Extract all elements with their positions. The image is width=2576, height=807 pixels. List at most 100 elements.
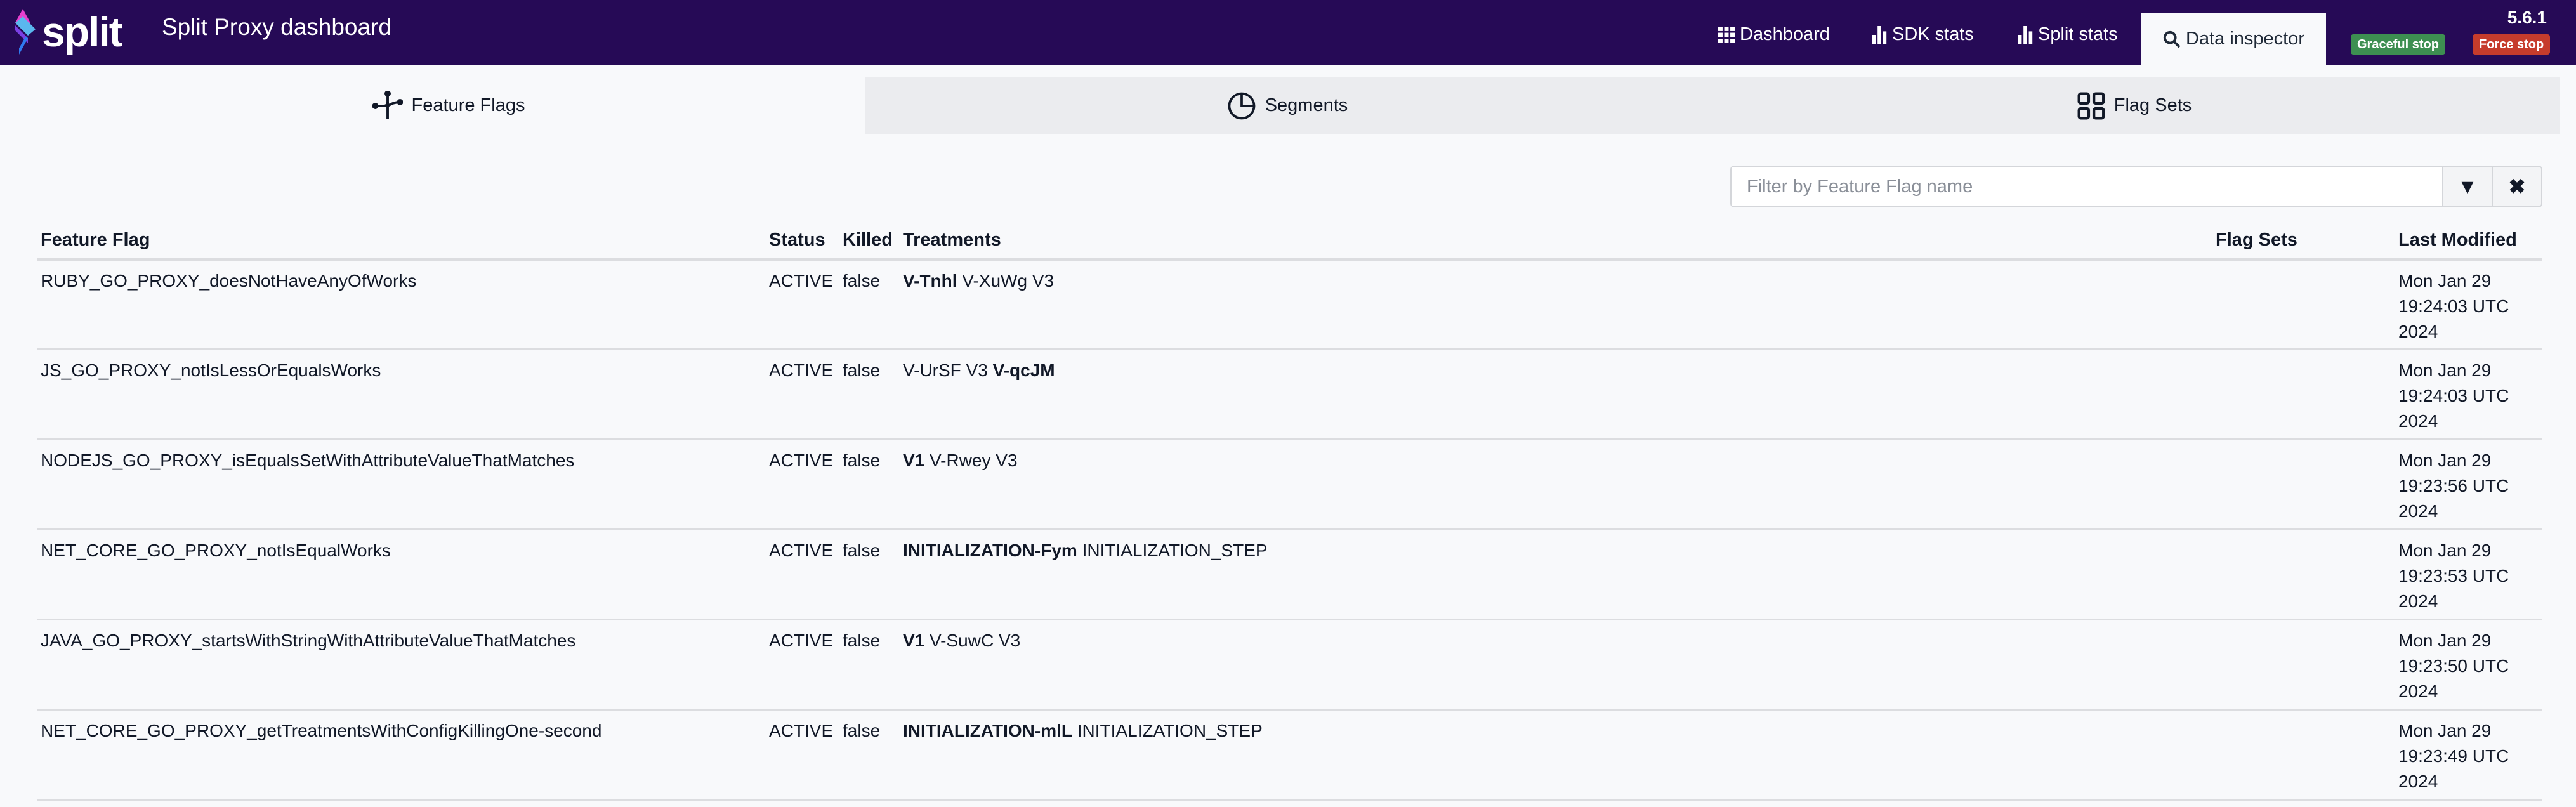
last-modified-line: 19:23:53 UTC bbox=[2398, 565, 2509, 586]
col-killed[interactable]: Killed bbox=[839, 223, 899, 261]
table-row[interactable]: NODEJS_GO_PROXY_isEqualsSetWithAttribute… bbox=[37, 439, 2542, 530]
feature-flag-icon bbox=[372, 90, 403, 119]
nav-data-inspector-label: Data inspector bbox=[2186, 29, 2304, 49]
table-header: Feature Flag Status Killed Treatments Fl… bbox=[37, 223, 2542, 261]
filter-bar: ▼ ✖ bbox=[1730, 166, 2542, 207]
col-last-modified[interactable]: Last Modified bbox=[2395, 223, 2542, 261]
status-cell: ACTIVE bbox=[765, 439, 839, 530]
clear-filter-button[interactable]: ✖ bbox=[2492, 167, 2541, 206]
split-logo[interactable]: split bbox=[14, 9, 123, 55]
feature-flag-name: NET_CORE_GO_PROXY_getTreatmentsWithConfi… bbox=[37, 709, 765, 801]
last-modified-line: Mon Jan 29 bbox=[2398, 540, 2492, 560]
killed-cell: false bbox=[839, 439, 899, 530]
default-treatment: V-qcJM bbox=[992, 360, 1055, 380]
tab-flag-sets[interactable]: Flag Sets bbox=[1709, 77, 2560, 134]
feature-flag-name: JAVA_GO_PROXY_startsWithStringWithAttrib… bbox=[37, 619, 765, 711]
tab-flag-sets-label: Flag Sets bbox=[2113, 95, 2192, 115]
last-modified-line: Mon Jan 29 bbox=[2398, 720, 2492, 740]
last-modified-line: 19:23:50 UTC bbox=[2398, 655, 2509, 676]
table-row[interactable]: NET_CORE_GO_PROXY_notIsEqualWorks ACTIVE f… bbox=[37, 529, 2542, 620]
treatment: V-SuwC bbox=[930, 630, 994, 650]
treatments-cell: V1 V-SuwC V3 bbox=[899, 619, 2212, 711]
nav-data-inspector[interactable]: Data inspector bbox=[2141, 13, 2326, 65]
killed-cell: false bbox=[839, 259, 899, 350]
status-cell: ACTIVE bbox=[765, 349, 839, 440]
top-nav: split Split Proxy dashboard Dashboard SD… bbox=[0, 0, 2576, 65]
treatment: V3 bbox=[1032, 270, 1055, 291]
last-modified-cell: Mon Jan 29 19:24:03 UTC 2024 bbox=[2395, 349, 2542, 440]
treatments-cell: INITIALIZATION-Fym INITIALIZATION_STEP bbox=[899, 529, 2212, 620]
killed-cell: false bbox=[839, 349, 899, 440]
nav-sdk-stats[interactable]: SDK stats bbox=[1872, 24, 1974, 45]
treatment: V-XuWg bbox=[962, 270, 1028, 291]
nav-dashboard-label: Dashboard bbox=[1740, 24, 1830, 44]
pie-icon bbox=[1228, 92, 1256, 119]
bar-chart-icon bbox=[2018, 25, 2033, 44]
table-row[interactable]: NET_CORE_GO_PROXY_getTreatmentsWithConfi… bbox=[37, 709, 2542, 801]
bar-chart-icon bbox=[1872, 25, 1887, 44]
status-cell: ACTIVE bbox=[765, 619, 839, 711]
nav-sdk-stats-label: SDK stats bbox=[1892, 24, 1974, 44]
table-row[interactable]: JAVA_GO_PROXY_startsWithStringWithAttrib… bbox=[37, 619, 2542, 711]
col-status[interactable]: Status bbox=[765, 223, 839, 261]
treatment: INITIALIZATION_STEP bbox=[1077, 720, 1263, 740]
status-cell: ACTIVE bbox=[765, 709, 839, 801]
last-modified-cell: Mon Jan 29 19:24:03 UTC 2024 bbox=[2395, 259, 2542, 350]
last-modified-line: 2024 bbox=[2398, 591, 2438, 611]
last-modified-cell: Mon Jan 29 19:23:53 UTC 2024 bbox=[2395, 529, 2542, 620]
feature-flag-name: NET_CORE_GO_PROXY_notIsEqualWorks bbox=[37, 529, 765, 620]
tab-feature-flags[interactable]: Feature Flags bbox=[33, 77, 864, 134]
tab-segments-label: Segments bbox=[1265, 95, 1348, 115]
treatment: V3 bbox=[998, 630, 1021, 650]
default-treatment: V-Tnhl bbox=[903, 270, 957, 291]
default-treatment: V1 bbox=[903, 630, 925, 650]
treatments-cell: V1 V-Rwey V3 bbox=[899, 439, 2212, 530]
search-icon bbox=[2163, 30, 2181, 48]
grid-squares-icon bbox=[2077, 92, 2105, 119]
treatment: INITIALIZATION_STEP bbox=[1082, 540, 1268, 560]
app-title: Split Proxy dashboard bbox=[162, 14, 391, 40]
last-modified-line: 19:23:49 UTC bbox=[2398, 745, 2509, 766]
last-modified-line: 2024 bbox=[2398, 501, 2438, 521]
table-row[interactable]: JS_GO_PROXY_notIsLessOrEqualsWorks ACTIVE… bbox=[37, 349, 2542, 440]
filter-icon: ▼ bbox=[2457, 174, 2478, 198]
default-treatment: INITIALIZATION-mlL bbox=[903, 720, 1072, 740]
feature-flags-table: Feature Flag Status Killed Treatments Fl… bbox=[37, 223, 2542, 801]
grid-icon bbox=[1718, 26, 1735, 43]
killed-cell: false bbox=[839, 529, 899, 620]
table-row[interactable]: RUBY_GO_PROXY_doesNotHaveAnyOfWorks ACTIV… bbox=[37, 259, 2542, 350]
flag-sets-cell bbox=[2212, 349, 2395, 440]
nav-split-stats-label: Split stats bbox=[2038, 24, 2118, 44]
treatment: V3 bbox=[996, 450, 1018, 470]
default-treatment: INITIALIZATION-Fym bbox=[903, 540, 1077, 560]
split-logo-icon bbox=[15, 9, 36, 55]
filter-button[interactable]: ▼ bbox=[2442, 167, 2492, 206]
force-stop-button[interactable]: Force stop bbox=[2473, 34, 2551, 55]
flag-sets-cell bbox=[2212, 439, 2395, 530]
graceful-stop-button[interactable]: Graceful stop bbox=[2351, 34, 2445, 55]
flag-sets-cell bbox=[2212, 529, 2395, 620]
col-feature-flag[interactable]: Feature Flag bbox=[37, 223, 765, 261]
flag-sets-cell bbox=[2212, 259, 2395, 350]
nav-dashboard[interactable]: Dashboard bbox=[1718, 24, 1830, 45]
last-modified-line: 2024 bbox=[2398, 771, 2438, 791]
tab-segments[interactable]: Segments bbox=[865, 77, 1709, 134]
treatments-cell: INITIALIZATION-mlL INITIALIZATION_STEP bbox=[899, 709, 2212, 801]
feature-flag-name: RUBY_GO_PROXY_doesNotHaveAnyOfWorks bbox=[37, 259, 765, 350]
filter-input[interactable] bbox=[1732, 167, 2442, 206]
tab-feature-flags-label: Feature Flags bbox=[411, 95, 525, 115]
last-modified-line: 2024 bbox=[2398, 321, 2438, 341]
last-modified-line: Mon Jan 29 bbox=[2398, 270, 2492, 291]
status-cell: ACTIVE bbox=[765, 529, 839, 620]
last-modified-cell: Mon Jan 29 19:23:56 UTC 2024 bbox=[2395, 439, 2542, 530]
col-treatments[interactable]: Treatments bbox=[899, 223, 2212, 261]
last-modified-line: Mon Jan 29 bbox=[2398, 360, 2492, 380]
flag-sets-cell bbox=[2212, 619, 2395, 711]
col-flag-sets[interactable]: Flag Sets bbox=[2212, 223, 2395, 261]
killed-cell: false bbox=[839, 619, 899, 711]
default-treatment: V1 bbox=[903, 450, 925, 470]
treatments-cell: V-UrSF V3 V-qcJM bbox=[899, 349, 2212, 440]
version-label: 5.6.1 bbox=[2507, 8, 2547, 27]
nav-split-stats[interactable]: Split stats bbox=[2018, 24, 2118, 45]
feature-flag-name: JS_GO_PROXY_notIsLessOrEqualsWorks bbox=[37, 349, 765, 440]
